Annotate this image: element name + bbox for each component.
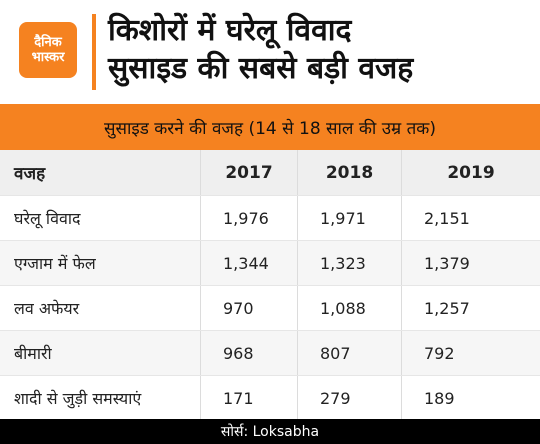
table-row: घरेलू विवाद 1,976 1,971 2,151 (0, 196, 540, 241)
data-table: वजह 2017 2018 2019 घरेलू विवाद 1,976 1,9… (0, 150, 540, 421)
table-header-row: वजह 2017 2018 2019 (0, 150, 540, 196)
title-line-1: किशोरों में घरेलू विवाद (108, 13, 352, 48)
row-label: बीमारी (14, 344, 52, 363)
value-2019: 1,379 (401, 241, 540, 285)
logo-line2: भास्कर (31, 50, 65, 65)
value-2017: 968 (200, 331, 297, 375)
value-2017: 970 (200, 286, 297, 330)
table-subtitle: सुसाइड करने की वजह (14 से 18 साल की उम्र… (0, 104, 540, 150)
value-2018: 1,971 (297, 196, 401, 240)
title-line-2: सुसाइड की सबसे बड़ी वजह (108, 51, 414, 86)
value-2017: 1,344 (200, 241, 297, 285)
value-2018: 1,088 (297, 286, 401, 330)
value-2017: 171 (200, 376, 297, 420)
header-cell-2019: 2019 (401, 150, 540, 195)
value-2017: 1,976 (200, 196, 297, 240)
source-footer: सोर्स: Loksabha (0, 419, 540, 444)
table-row: बीमारी 968 807 792 (0, 331, 540, 376)
title-accent-bar (92, 14, 96, 90)
row-label: लव अफेयर (14, 299, 80, 318)
table-row: शादी से जुड़ी समस्याएं 171 279 189 (0, 376, 540, 421)
row-label: एग्जाम में फेल (14, 254, 96, 273)
value-2018: 1,323 (297, 241, 401, 285)
value-2019: 792 (401, 331, 540, 375)
value-2019: 189 (401, 376, 540, 420)
header: दैनिक भास्कर किशोरों में घरेलू विवाद सुस… (0, 0, 540, 104)
table-row: एग्जाम में फेल 1,344 1,323 1,379 (0, 241, 540, 286)
header-cell-2018: 2018 (297, 150, 401, 195)
row-label: शादी से जुड़ी समस्याएं (14, 389, 142, 408)
row-label: घरेलू विवाद (14, 209, 81, 228)
page-title: किशोरों में घरेलू विवाद सुसाइड की सबसे ब… (108, 12, 533, 88)
value-2018: 279 (297, 376, 401, 420)
table-row: लव अफेयर 970 1,088 1,257 (0, 286, 540, 331)
value-2019: 2,151 (401, 196, 540, 240)
logo-line1: दैनिक (34, 35, 62, 50)
value-2019: 1,257 (401, 286, 540, 330)
value-2018: 807 (297, 331, 401, 375)
dainik-bhaskar-logo: दैनिक भास्कर (19, 22, 77, 78)
header-cell-reason: वजह (14, 164, 46, 184)
header-cell-2017: 2017 (200, 150, 297, 195)
